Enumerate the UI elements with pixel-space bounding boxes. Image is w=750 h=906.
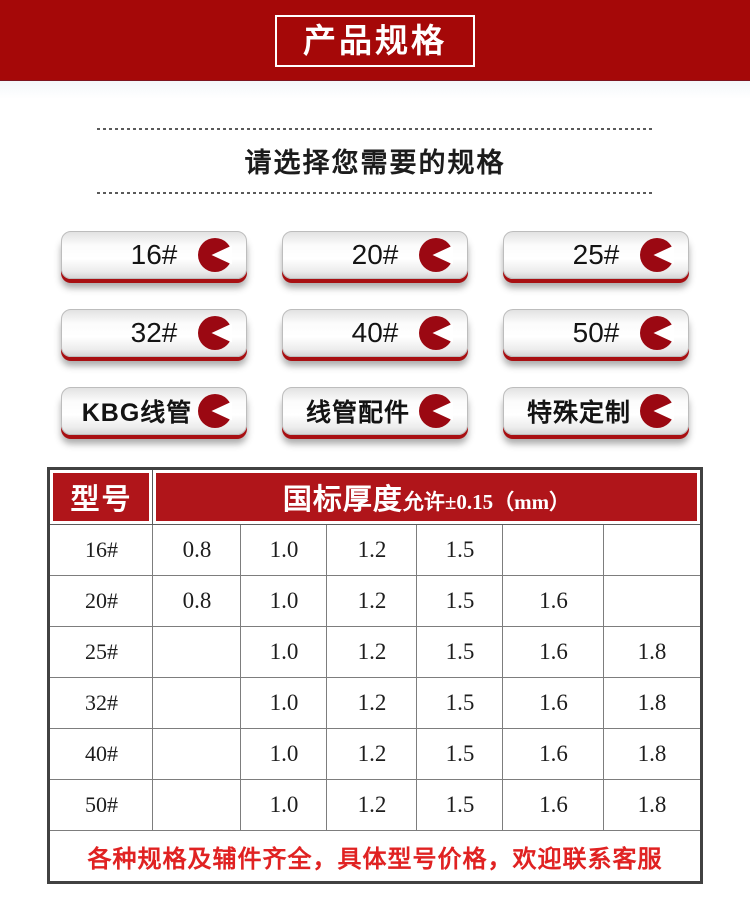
thickness-cell: 1.0 — [240, 575, 328, 627]
thickness-cell — [502, 524, 605, 576]
pie-icon — [198, 316, 232, 350]
thickness-cell — [152, 677, 242, 729]
model-cell: 50# — [48, 779, 154, 831]
thickness-cell: 1.5 — [416, 677, 504, 729]
table-header-row: 型号 国标厚度允许±0.15（mm） — [48, 468, 702, 525]
spec-button-kbg-conduit[interactable]: KBG线管 — [61, 387, 247, 435]
spec-button-label: 20# — [351, 239, 399, 270]
pie-icon — [419, 394, 453, 428]
table-row: 32# 1.0 1.2 1.5 1.6 1.8 — [48, 677, 702, 729]
dashed-divider-bottom — [97, 192, 653, 194]
choose-section: 请选择您需要的规格 — [97, 128, 653, 194]
thickness-cell: 1.0 — [240, 779, 328, 831]
thickness-cell — [152, 779, 242, 831]
spec-button-20[interactable]: 20# — [282, 231, 468, 279]
pie-icon — [198, 394, 232, 428]
thickness-cell: 1.8 — [603, 677, 702, 729]
spec-button-custom-order[interactable]: 特殊定制 — [503, 387, 689, 435]
spec-button-label: 线管配件 — [305, 399, 410, 427]
spec-button-label: 32# — [130, 317, 178, 348]
pie-icon — [419, 316, 453, 350]
thickness-cell: 1.6 — [502, 626, 605, 678]
thickness-cell: 1.5 — [416, 626, 504, 678]
thickness-cell: 1.2 — [326, 575, 418, 627]
dashed-divider-top — [97, 128, 653, 130]
thickness-cell: 1.8 — [603, 779, 702, 831]
thickness-cell: 1.2 — [326, 626, 418, 678]
spec-button-label: 40# — [351, 317, 399, 348]
table-row: 20# 0.8 1.0 1.2 1.5 1.6 — [48, 575, 702, 627]
table-row: 16# 0.8 1.0 1.2 1.5 — [48, 524, 702, 576]
thickness-cell: 1.8 — [603, 728, 702, 780]
table-note-row: 各种规格及辅件齐全，具体型号价格，欢迎联系客服 — [48, 830, 702, 883]
model-cell: 20# — [48, 575, 154, 627]
pie-icon — [640, 316, 674, 350]
thickness-cell: 1.5 — [416, 728, 504, 780]
model-cell: 40# — [48, 728, 154, 780]
pie-icon — [640, 394, 674, 428]
thickness-cell: 1.5 — [416, 575, 504, 627]
thickness-cell: 1.2 — [326, 728, 418, 780]
table-row: 50# 1.0 1.2 1.5 1.6 1.8 — [48, 779, 702, 831]
page-title: 产品规格 — [303, 21, 447, 59]
spec-button-label: 特殊定制 — [526, 399, 631, 427]
thickness-cell — [152, 728, 242, 780]
thickness-cell: 1.6 — [502, 779, 605, 831]
pie-icon — [198, 238, 232, 272]
table-note: 各种规格及辅件齐全，具体型号价格，欢迎联系客服 — [48, 830, 702, 883]
thickness-cell: 1.6 — [502, 677, 605, 729]
model-cell: 32# — [48, 677, 154, 729]
col-header-thickness-main: 国标厚度 — [282, 484, 403, 516]
spec-button-50[interactable]: 50# — [503, 309, 689, 357]
spec-button-16[interactable]: 16# — [61, 231, 247, 279]
thickness-cell: 1.0 — [240, 626, 328, 678]
table-row: 25# 1.0 1.2 1.5 1.6 1.8 — [48, 626, 702, 678]
thickness-cell: 0.8 — [152, 575, 242, 627]
thickness-cell: 1.0 — [240, 728, 328, 780]
banner-fade — [0, 81, 750, 99]
spec-button-label: 50# — [572, 317, 620, 348]
thickness-cell — [603, 524, 702, 576]
thickness-table: 型号 国标厚度允许±0.15（mm） 16# 0.8 1.0 1.2 1.5 2… — [47, 467, 703, 884]
thickness-cell: 1.0 — [240, 677, 328, 729]
model-cell: 25# — [48, 626, 154, 678]
model-cell: 16# — [48, 524, 154, 576]
col-header-thickness: 国标厚度允许±0.15（mm） — [152, 468, 702, 525]
thickness-cell — [603, 575, 702, 627]
thickness-cell: 1.8 — [603, 626, 702, 678]
thickness-cell: 1.2 — [326, 677, 418, 729]
banner: 产品规格 — [0, 0, 750, 81]
col-header-thickness-sub: 允许±0.15（mm） — [402, 490, 571, 514]
spec-button-label: 16# — [130, 239, 178, 270]
spec-button-40[interactable]: 40# — [282, 309, 468, 357]
section-title: 请选择您需要的规格 — [244, 148, 506, 178]
pie-icon — [419, 238, 453, 272]
table-row: 40# 1.0 1.2 1.5 1.6 1.8 — [48, 728, 702, 780]
spec-button-label: 25# — [572, 239, 620, 270]
spec-button-25[interactable]: 25# — [503, 231, 689, 279]
thickness-cell: 0.8 — [152, 524, 242, 576]
thickness-cell: 1.5 — [416, 524, 504, 576]
thickness-cell: 1.5 — [416, 779, 504, 831]
spec-button-conduit-fittings[interactable]: 线管配件 — [282, 387, 468, 435]
pie-icon — [640, 238, 674, 272]
spec-button-32[interactable]: 32# — [61, 309, 247, 357]
thickness-cell — [152, 626, 242, 678]
banner-title-box: 产品规格 — [275, 14, 475, 68]
thickness-cell: 1.6 — [502, 728, 605, 780]
spec-button-grid: 16# 20# 25# 32# 40# — [61, 231, 689, 435]
spec-button-label: KBG线管 — [81, 399, 193, 427]
thickness-cell: 1.0 — [240, 524, 328, 576]
thickness-cell: 1.6 — [502, 575, 605, 627]
thickness-cell: 1.2 — [326, 524, 418, 576]
thickness-cell: 1.2 — [326, 779, 418, 831]
col-header-model: 型号 — [48, 468, 154, 525]
